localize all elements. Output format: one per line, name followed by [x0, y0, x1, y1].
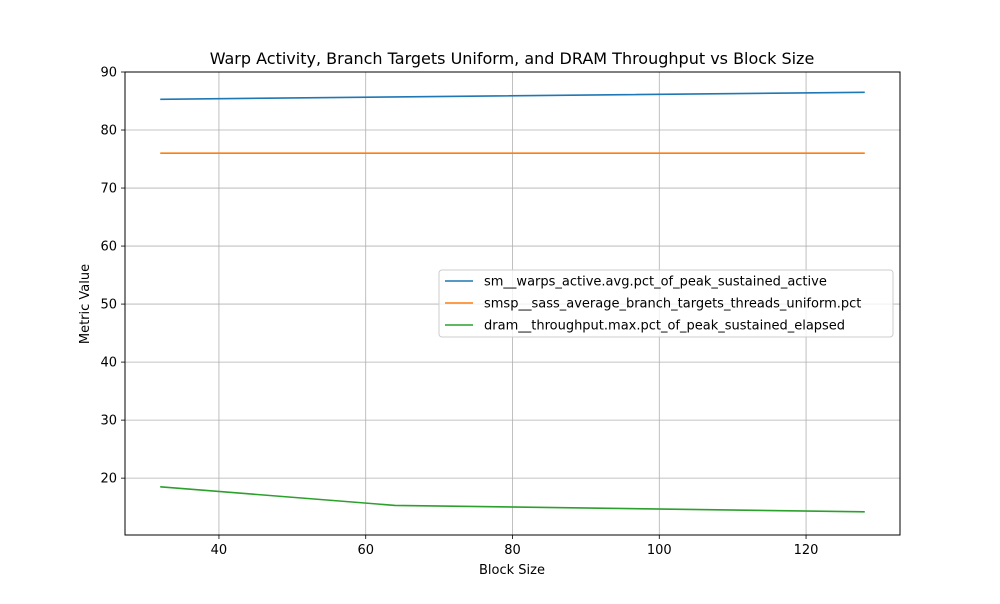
legend-box — [438, 269, 894, 338]
y-tick-label: 30 — [100, 414, 117, 429]
series-line-0 — [160, 91, 865, 101]
legend-label-1: smsp__sass_average_branch_targets_thread… — [484, 297, 861, 312]
series-layer — [160, 91, 865, 513]
legend-label-0: sm__warps_active.avg.pct_of_peak_sustain… — [484, 275, 827, 290]
series-line-2 — [160, 486, 865, 513]
legend: sm__warps_active.avg.pct_of_peak_sustain… — [438, 269, 894, 338]
y-tick-label: 70 — [100, 182, 117, 197]
y-tick-label: 50 — [100, 298, 117, 313]
x-tick-label: 120 — [794, 543, 819, 558]
x-tick-label: 80 — [504, 543, 521, 558]
legend-entries: sm__warps_active.avg.pct_of_peak_sustain… — [445, 275, 861, 334]
x-axis-label: Block Size — [479, 563, 545, 578]
x-tick-label: 40 — [211, 543, 228, 558]
legend-label-2: dram__throughput.max.pct_of_peak_sustain… — [484, 319, 845, 334]
chart-title: Warp Activity, Branch Targets Uniform, a… — [210, 49, 815, 68]
y-tick-label: 20 — [100, 472, 117, 487]
x-tick-label: 100 — [647, 543, 672, 558]
y-tick-label: 80 — [100, 124, 117, 139]
y-axis-label: Metric Value — [78, 264, 93, 344]
y-tick-label: 60 — [100, 240, 117, 255]
y-tick-label: 90 — [100, 66, 117, 81]
tick-layer: 40 60 80 100 120 20 30 40 50 60 70 80 90 — [100, 66, 818, 559]
x-tick-label: 60 — [357, 543, 374, 558]
y-tick-label: 40 — [100, 356, 117, 371]
